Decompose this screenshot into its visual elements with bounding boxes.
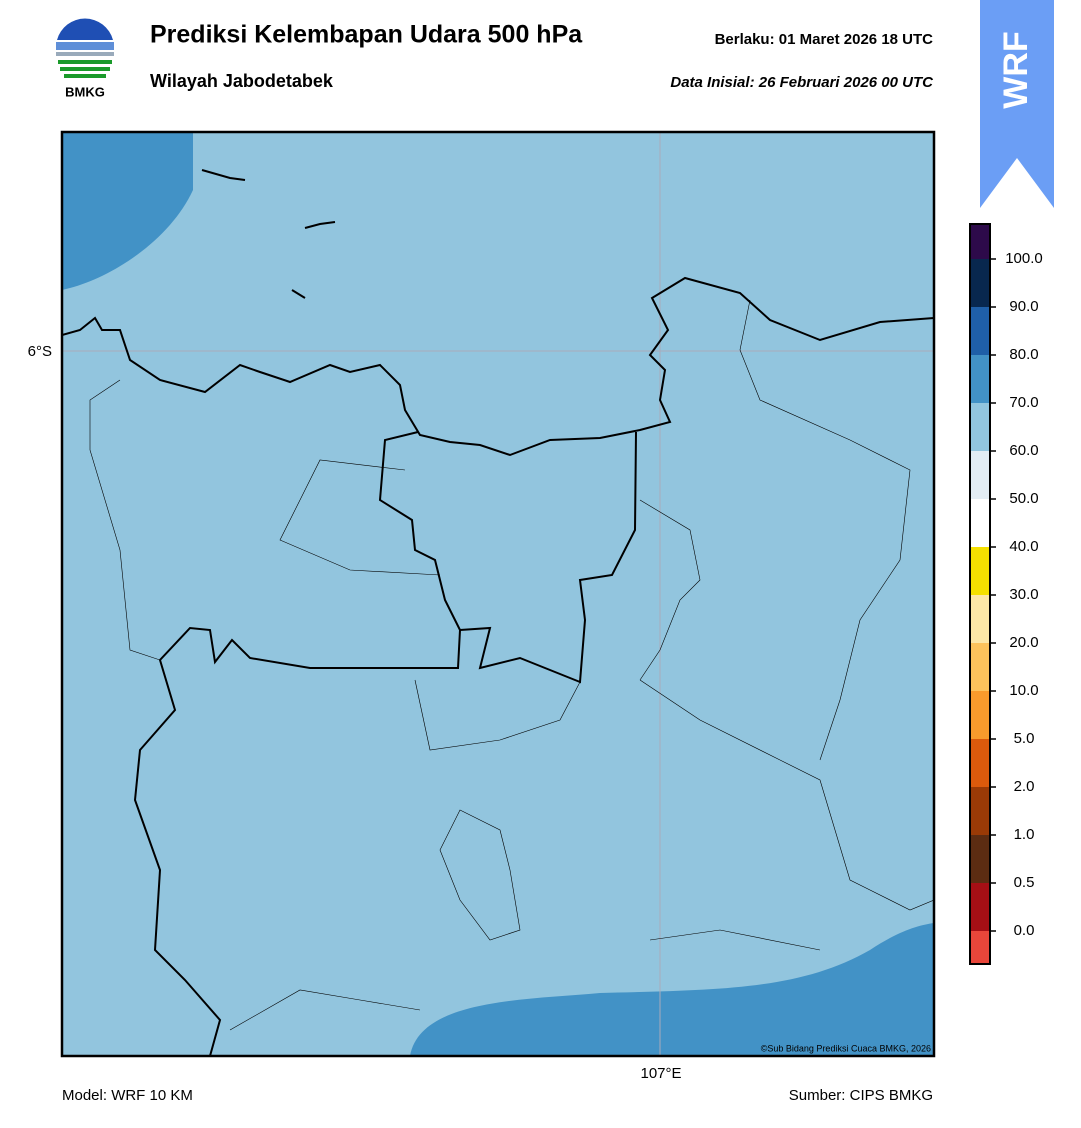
colorbar-band <box>970 499 990 547</box>
colorbar-label: 70.0 <box>1009 394 1038 411</box>
copyright: ©Sub Bidang Prediksi Cuaca BMKG, 2026 <box>761 1043 931 1053</box>
colorbar-band <box>970 835 990 883</box>
model-label: Model: WRF 10 KM <box>62 1087 193 1104</box>
colorbar-band <box>970 355 990 403</box>
colorbar-band <box>970 224 990 259</box>
wrf-badge <box>980 0 1054 208</box>
colorbar-band <box>970 643 990 691</box>
colorbar-band <box>970 451 990 499</box>
colorbar-label: 20.0 <box>1009 634 1038 651</box>
colorbar-label: 2.0 <box>1014 778 1035 795</box>
valid-time: Berlaku: 01 Maret 2026 18 UTC <box>715 31 934 48</box>
colorbar-band <box>970 259 990 307</box>
colorbar-label: 40.0 <box>1009 538 1038 555</box>
colorbar-band <box>970 883 990 931</box>
source-label: Sumber: CIPS BMKG <box>789 1087 933 1104</box>
colorbar-band <box>970 403 990 451</box>
colorbar-band <box>970 691 990 739</box>
bmkg-logo: BMKG <box>56 18 114 99</box>
colorbar-band <box>970 739 990 787</box>
colorbar-label: 0.0 <box>1014 922 1035 939</box>
colorbar-label: 50.0 <box>1009 490 1038 507</box>
subtitle: Wilayah Jabodetabek <box>150 71 334 91</box>
lat-label: 6°S <box>28 343 52 360</box>
wrf-badge-text: WRF <box>997 31 1035 108</box>
colorbar-label: 10.0 <box>1009 682 1038 699</box>
colorbar: 100.0 90.0 80.0 70.0 60.0 50.0 40.0 30.0 20.0 10.… <box>969 223 1043 965</box>
colorbar-label: 0.5 <box>1014 874 1035 891</box>
colorbar-band <box>970 307 990 355</box>
title: Prediksi Kelembapan Udara 500 hPa <box>150 21 583 49</box>
colorbar-label: 1.0 <box>1014 826 1035 843</box>
lon-label: 107°E <box>640 1065 681 1082</box>
colorbar-label: 5.0 <box>1014 730 1035 747</box>
init-time: Data Inisial: 26 Februari 2026 00 UTC <box>670 74 934 91</box>
colorbar-band <box>970 787 990 835</box>
logo-text: BMKG <box>65 84 105 99</box>
colorbar-label: 60.0 <box>1009 442 1038 459</box>
colorbar-label: 100.0 <box>1005 250 1043 267</box>
colorbar-label: 30.0 <box>1009 586 1038 603</box>
map-frame <box>60 130 936 1058</box>
colorbar-band <box>970 547 990 595</box>
colorbar-label: 80.0 <box>1009 346 1038 363</box>
colorbar-band <box>970 931 990 964</box>
colorbar-label: 90.0 <box>1009 298 1038 315</box>
map-area: ©Sub Bidang Prediksi Cuaca BMKG, 2026 <box>62 132 934 1056</box>
colorbar-band <box>970 595 990 643</box>
colorbar-frame <box>969 223 991 965</box>
